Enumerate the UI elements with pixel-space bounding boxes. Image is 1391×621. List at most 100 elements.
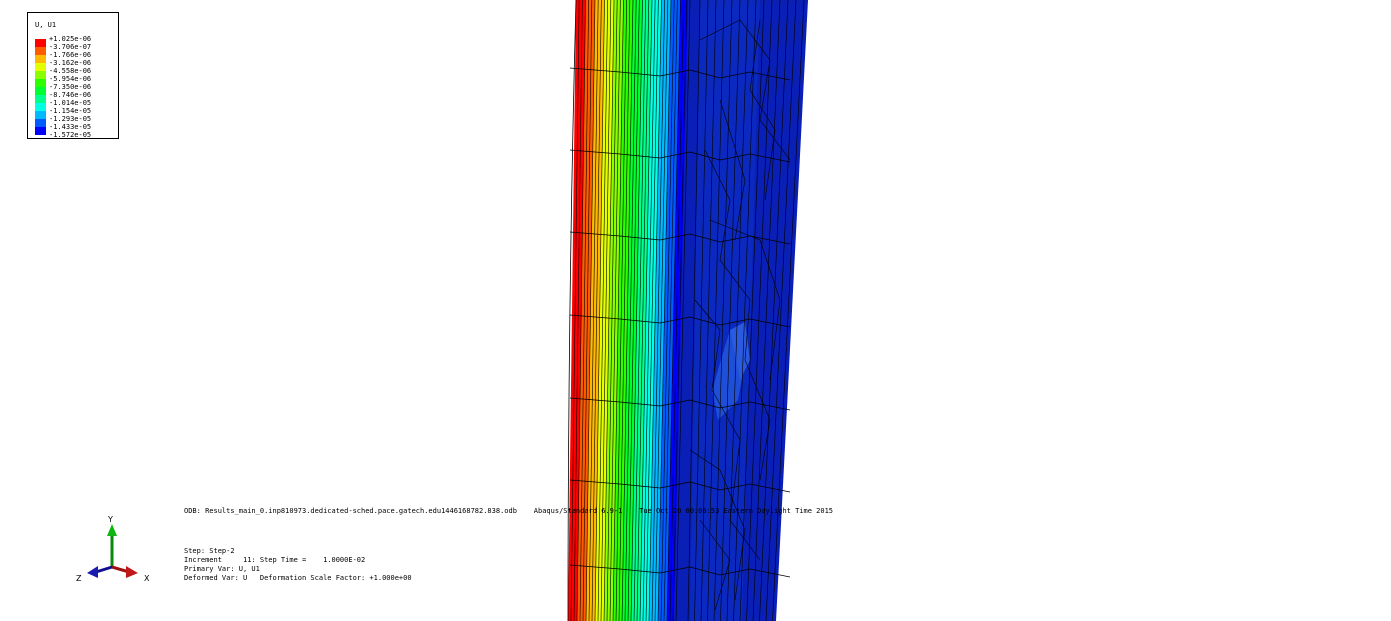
z-axis-arrow-icon — [87, 566, 98, 578]
mesh-line — [582, 0, 593, 621]
mesh-line — [669, 0, 684, 621]
mesh-line — [654, 0, 669, 621]
mesh-line — [627, 0, 640, 621]
contour-band — [631, 0, 646, 621]
legend-swatch — [35, 79, 46, 87]
contour-band — [577, 0, 589, 621]
element-row-line — [569, 479, 791, 493]
legend-label: -8.746e-06 — [49, 91, 92, 99]
mesh-line — [657, 0, 672, 621]
y-axis-arrow-icon — [107, 524, 117, 536]
mesh-line — [609, 0, 621, 621]
legend-label: +1.025e-06 — [49, 35, 92, 43]
legend-swatch — [35, 63, 46, 71]
contour-band — [655, 0, 671, 621]
contour-band — [649, 0, 665, 621]
legend-label: -5.954e-06 — [49, 75, 92, 83]
mesh-blue-highlight-2 — [730, 322, 750, 380]
legend-label: -1.433e-05 — [49, 123, 92, 131]
mesh-line — [739, 0, 765, 621]
orientation-triad: Y X Z — [76, 515, 150, 583]
element-row-line — [569, 564, 791, 578]
contour-legend: U, U1 +1.025e-06 -3.706e-07 -1.766e-06 -3.1… — [27, 12, 119, 139]
contour-band — [634, 0, 649, 621]
mesh-line — [618, 0, 631, 621]
legend-label: -1.154e-05 — [49, 107, 92, 115]
element-row-line — [569, 149, 791, 163]
legend-label: -1.766e-06 — [49, 51, 92, 59]
odb-info-line: ODB: Results_main_0.inp810973.dedicated-… — [184, 507, 834, 515]
mesh-line — [597, 0, 608, 621]
mesh-line — [606, 0, 618, 621]
contour-band — [658, 0, 675, 621]
mesh-irregular-edges — [689, 19, 791, 611]
contour-band — [601, 0, 614, 621]
mesh-line — [573, 0, 583, 621]
contour-band — [670, 0, 687, 621]
mesh-line — [759, 0, 789, 621]
legend-swatch — [35, 87, 46, 95]
step-line: Step: Step-2 — [184, 547, 235, 555]
mesh-line — [642, 0, 656, 621]
mesh-line — [672, 0, 688, 621]
mesh-line — [612, 0, 624, 621]
legend-swatch — [35, 127, 46, 135]
triad-z-label: Z — [76, 574, 82, 583]
contour-band — [640, 0, 656, 621]
mesh-line — [639, 0, 653, 621]
mesh-line — [687, 0, 701, 621]
contour-band — [652, 0, 668, 621]
x-axis-arrow-icon — [126, 566, 138, 578]
contour-band — [568, 0, 580, 621]
contour-band — [583, 0, 595, 621]
legend-label: -3.706e-07 — [49, 43, 92, 51]
contour-band — [643, 0, 659, 621]
legend-swatch — [35, 95, 46, 103]
contour-band — [667, 0, 684, 621]
mesh-line — [621, 0, 634, 621]
element-row-line — [569, 314, 791, 328]
mesh-line — [603, 0, 615, 621]
mesh-line — [588, 0, 599, 621]
contour-band — [607, 0, 621, 621]
mesh-line — [591, 0, 602, 621]
contour-band — [580, 0, 592, 621]
mesh-line — [700, 0, 717, 621]
mesh-line — [733, 0, 757, 621]
mesh-line — [660, 0, 675, 621]
contour-band — [586, 0, 599, 621]
legend-label: -4.558e-06 — [49, 67, 92, 75]
mesh-line — [752, 0, 781, 621]
mesh-line — [720, 0, 741, 621]
contour-band — [574, 0, 586, 621]
mesh-line — [746, 0, 773, 621]
legend-swatch — [35, 39, 46, 47]
contour-band — [628, 0, 643, 621]
contour-band — [616, 0, 630, 621]
contour-band — [589, 0, 602, 621]
mesh-line — [648, 0, 662, 621]
legend-title: U, U1 — [35, 21, 57, 29]
contour-band — [637, 0, 652, 621]
mesh-line — [576, 0, 586, 621]
mesh-line — [570, 0, 580, 621]
mesh-line — [666, 0, 681, 621]
contour-band — [664, 0, 681, 621]
legend-swatch — [35, 119, 46, 127]
mesh-line — [713, 0, 733, 621]
contour-band — [604, 0, 618, 621]
deformed-var-line: Deformed Var: U Deformation Scale Factor… — [184, 574, 412, 582]
contour-band — [610, 0, 624, 621]
mesh-line — [633, 0, 646, 621]
legend-swatch — [35, 71, 46, 79]
primary-var-line: Primary Var: U, U1 — [184, 565, 260, 573]
contour-band — [595, 0, 608, 621]
legend-swatch — [35, 103, 46, 111]
element-row-line — [569, 67, 791, 81]
mesh-line — [651, 0, 665, 621]
triad-y-label: Y — [107, 515, 113, 524]
mesh-left-edge — [567, 0, 577, 621]
legend-label: -1.293e-05 — [49, 115, 92, 123]
mesh-line — [663, 0, 678, 621]
